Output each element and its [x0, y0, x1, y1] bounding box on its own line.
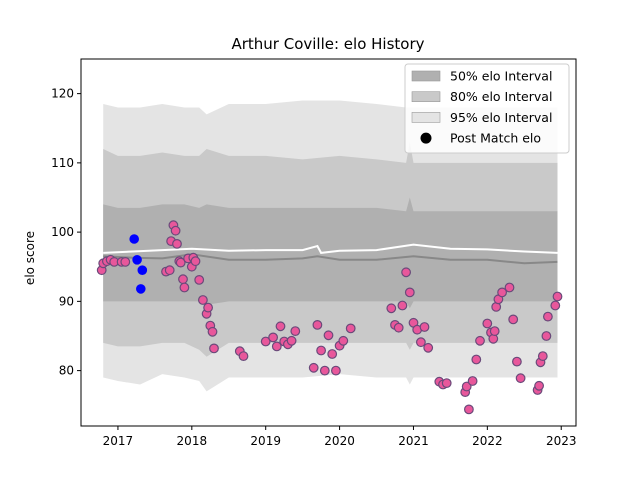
post-match-point	[423, 342, 434, 353]
post-match-point	[194, 275, 205, 285]
post-match-point	[386, 303, 397, 314]
post-match-point	[120, 257, 131, 267]
chart-title: Arthur Coville: elo History	[231, 35, 424, 53]
post-match-point	[175, 257, 186, 268]
x-tick-label: 2022	[472, 434, 503, 448]
post-match-point	[550, 300, 561, 311]
post-match-point	[164, 265, 175, 276]
legend-label: 80% elo Interval	[450, 89, 552, 104]
axes: 2017 2018 2019 2020 2021 2022 2023 80 90 100 110 12…	[51, 58, 577, 448]
post-match-point	[401, 267, 412, 278]
y-tick-label: 90	[59, 294, 74, 308]
post-match-point	[209, 343, 219, 354]
post-match-point	[345, 323, 356, 334]
post-match-point	[260, 336, 271, 347]
post-match-point	[537, 351, 548, 362]
post-match-point	[475, 335, 485, 346]
post-match-point	[327, 349, 338, 359]
post-match-point	[552, 291, 563, 302]
post-match-point	[419, 322, 430, 332]
legend-label: Post Match elo	[450, 131, 541, 146]
post-match-point	[543, 311, 553, 322]
post-match-point	[467, 376, 478, 386]
legend-label: 95% elo Interval	[450, 110, 552, 125]
legend-box	[404, 63, 570, 154]
post-match-point	[508, 314, 519, 325]
legend-label: 50% elo Interval	[450, 69, 552, 84]
highlighted-point	[137, 265, 148, 276]
post-match-point	[286, 335, 297, 346]
band-50-percent	[103, 197, 558, 309]
legend-swatch	[411, 70, 441, 82]
post-match-point	[497, 287, 508, 298]
post-match-point	[441, 378, 452, 389]
post-match-point	[190, 256, 201, 267]
x-tick-label: 2023	[546, 434, 577, 448]
post-match-point	[312, 320, 323, 330]
expected-elo-line	[103, 243, 558, 254]
highlighted-point	[132, 254, 142, 265]
post-match-point	[541, 331, 552, 341]
post-match-point	[290, 326, 301, 337]
post-match-point	[397, 300, 408, 311]
post-match-point	[179, 282, 190, 293]
post-match-point	[323, 330, 334, 341]
post-match-point	[464, 404, 474, 415]
post-match-point	[170, 225, 181, 236]
post-match-point	[471, 354, 482, 365]
post-match-point	[203, 302, 214, 313]
highlighted-point	[136, 284, 146, 294]
post-match-point	[515, 373, 526, 384]
post-match-point	[319, 365, 330, 376]
x-tick-label: 2020	[324, 434, 355, 448]
post-match-point	[404, 287, 415, 298]
post-match-point	[461, 381, 472, 392]
post-match-point	[534, 380, 544, 391]
post-match-point	[504, 282, 515, 293]
legend-marker	[420, 132, 432, 144]
y-axis-label: elo score	[23, 231, 37, 285]
post-match-point	[178, 274, 188, 285]
post-match-point	[482, 318, 493, 329]
post-match-point	[197, 295, 208, 305]
legend-swatch	[411, 112, 441, 123]
post-match-point	[489, 326, 500, 337]
post-match-point	[308, 362, 319, 373]
post-match-point	[416, 337, 426, 348]
post-match-point	[268, 332, 279, 343]
axes-frame	[80, 58, 577, 427]
y-tick-label: 110	[51, 156, 74, 170]
median-elo-line	[103, 253, 558, 265]
post-match-point	[316, 345, 327, 356]
x-tick-label: 2019	[250, 434, 281, 448]
highlighted-point	[129, 234, 139, 244]
post-match-point	[172, 238, 182, 249]
post-match-point	[275, 321, 286, 332]
post-match-point	[338, 335, 349, 346]
x-tick-label: 2017	[103, 434, 134, 448]
post-match-point	[238, 351, 249, 362]
x-tick-label: 2021	[398, 434, 429, 448]
legend: 50% elo Interval 80% elo Interval 95% elo …	[404, 63, 570, 154]
post-match-point	[207, 326, 218, 337]
post-match-point	[271, 341, 282, 352]
post-match-point	[331, 365, 341, 376]
post-match-point	[512, 356, 522, 367]
y-tick-label: 100	[51, 225, 74, 239]
post-match-point	[393, 322, 404, 333]
plot-area	[96, 100, 563, 415]
y-tick-label: 80	[59, 364, 74, 378]
legend-swatch	[411, 91, 441, 102]
x-tick-label: 2018	[177, 434, 208, 448]
y-tick-label: 120	[51, 87, 74, 101]
